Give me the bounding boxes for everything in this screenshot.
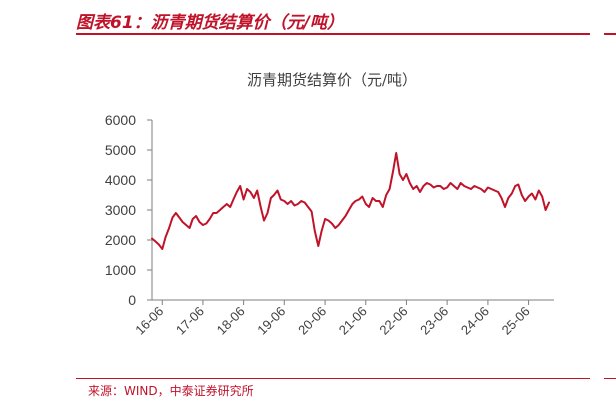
x-tick-label: 24-06 [458,304,492,338]
x-tick-label: 21-06 [336,304,370,338]
y-axis: 0 1000 2000 3000 4000 5000 6000 [105,112,153,308]
line-chart: 沥青期货结算价（元/吨） 0 1000 2000 3000 4000 5000 6000 1… [105,71,554,338]
x-tick-label: 18-06 [214,304,248,338]
y-tick-label: 1000 [105,262,136,278]
top-rule [76,33,590,35]
x-tick-label: 17-06 [173,304,207,338]
x-axis: 16-06 17-06 18-06 19-06 20-06 21-06 22-06 23-06… [132,299,554,338]
series-line [151,152,550,250]
x-tick-label: 20-06 [295,304,329,338]
x-tick-label: 22-06 [376,304,410,338]
source-note: 来源：WIND，中泰证券研究所 [88,384,254,398]
y-tick-label: 3000 [105,202,136,218]
y-tick-label: 6000 [105,112,136,128]
bottom-rule-stub [604,378,616,379]
figure-title: 图表61：沥青期货结算价（元/吨） [76,13,344,33]
x-tick-label: 23-06 [417,304,451,338]
x-tick-label: 16-06 [132,304,166,338]
figure-header: 图表61：沥青期货结算价（元/吨） [76,0,616,34]
y-tick-label: 4000 [105,172,136,188]
x-tick-label: 25-06 [499,304,533,338]
top-rule-stub [604,33,616,35]
x-tick-label: 19-06 [254,304,288,338]
y-tick-label: 0 [128,292,136,308]
chart-title: 沥青期货结算价（元/吨） [247,71,417,89]
chart-container: 沥青期货结算价（元/吨） 0 1000 2000 3000 4000 5000 6000 1… [76,52,616,372]
y-tick-label: 2000 [105,232,136,248]
bottom-rule [76,378,590,379]
y-tick-label: 5000 [105,142,136,158]
